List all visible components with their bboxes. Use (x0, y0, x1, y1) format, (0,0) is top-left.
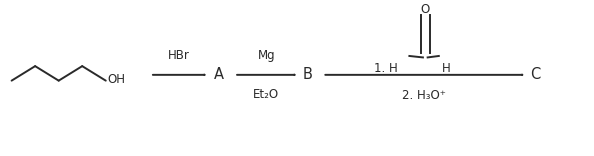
Text: A: A (214, 67, 225, 82)
Text: B: B (303, 67, 312, 82)
Text: H: H (442, 62, 450, 75)
Text: Mg: Mg (258, 49, 275, 62)
Text: OH: OH (108, 73, 125, 86)
Text: 1. H: 1. H (374, 62, 397, 75)
Text: 2. H₃O⁺: 2. H₃O⁺ (403, 89, 446, 102)
Text: O: O (421, 3, 430, 16)
Text: HBr: HBr (168, 49, 190, 62)
Text: C: C (530, 67, 541, 82)
Text: Et₂O: Et₂O (253, 88, 279, 101)
